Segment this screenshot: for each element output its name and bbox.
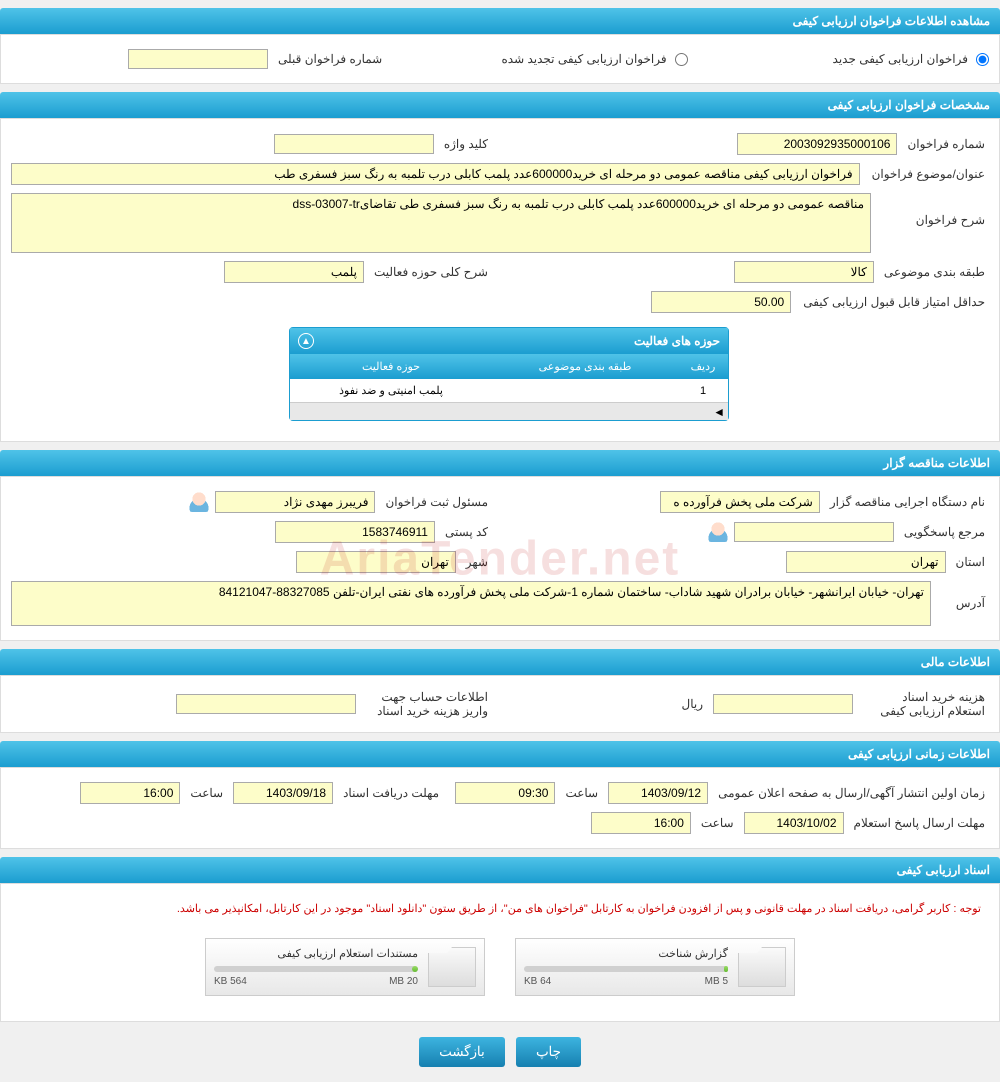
postal-label: کد پستی <box>441 525 492 539</box>
call-type-body: فراخوان ارزیابی کیفی جدید فراخوان ارزیاب… <box>0 34 1000 84</box>
receive-date: 1403/09/18 <box>233 782 333 804</box>
file-card-2[interactable]: مستندات استعلام ارزیابی کیفی 20 MB 564 K… <box>205 938 485 996</box>
collapse-icon[interactable]: ▲ <box>298 333 314 349</box>
activity-table: ردیف طبقه بندی موضوعی حوزه فعالیت 1 پلمب… <box>290 354 728 402</box>
file2-progress <box>214 966 418 972</box>
time-word-3: ساعت <box>697 816 738 830</box>
desc-value: مناقصه عمومی دو مرحله ای خرید600000عدد پ… <box>11 193 871 253</box>
section-header-docs: اسناد ارزیابی کیفی <box>0 857 1000 883</box>
user-icon <box>189 492 209 512</box>
desc-label: شرح فراخوان <box>879 193 989 227</box>
min-score-value: 50.00 <box>651 291 791 313</box>
title-value: فراخوان ارزیابی کیفی مناقصه عمومی دو مرح… <box>11 163 860 185</box>
scope-label: شرح کلی حوزه فعالیت <box>370 265 492 279</box>
col-category: طبقه بندی موضوعی <box>492 354 678 379</box>
keyword-label: کلید واژه <box>440 137 492 151</box>
title-label: عنوان/موضوع فراخوان <box>868 167 989 181</box>
radio-renewed-label: فراخوان ارزیابی کیفی تجدید شده <box>497 52 670 66</box>
file2-title: مستندات استعلام ارزیابی کیفی <box>214 947 418 960</box>
activity-panel-header: حوزه های فعالیت ▲ <box>290 328 728 354</box>
responder-value <box>734 522 894 542</box>
file1-progress <box>524 966 728 972</box>
publish-label: زمان اولین انتشار آگهی/ارسال به صفحه اعل… <box>714 786 989 800</box>
activity-panel-title: حوزه های فعالیت <box>634 334 720 348</box>
receive-time: 16:00 <box>80 782 180 804</box>
print-button[interactable]: چاپ <box>516 1037 581 1067</box>
time-word-2: ساعت <box>186 786 227 800</box>
activity-panel: حوزه های فعالیت ▲ ردیف طبقه بندی موضوعی … <box>289 327 729 421</box>
scroll-left-icon[interactable]: ◄ <box>713 405 725 419</box>
file-card-1[interactable]: گزارش شناخت 5 MB 64 KB <box>515 938 795 996</box>
file2-progress-fill <box>412 966 418 972</box>
col-row: ردیف <box>678 354 728 379</box>
address-label: آدرس <box>939 581 989 610</box>
docs-notice: توجه : کاربر گرامی، دریافت اسناد در مهلت… <box>11 894 989 923</box>
keyword-value <box>274 134 434 154</box>
cost-value <box>713 694 853 714</box>
call-number-label: شماره فراخوان <box>903 137 989 151</box>
organizer-body: AriaTender.net نام دستگاه اجرایی مناقصه … <box>0 476 1000 641</box>
user-icon <box>708 522 728 542</box>
section-header-timing: اطلاعات زمانی ارزیابی کیفی <box>0 741 1000 767</box>
file2-total: 20 MB <box>389 976 418 987</box>
cell-category <box>492 379 678 402</box>
time-word-1: ساعت <box>561 786 602 800</box>
radio-new-label: فراخوان ارزیابی کیفی جدید <box>829 52 972 66</box>
response-time: 16:00 <box>591 812 691 834</box>
prev-number-value <box>128 49 268 69</box>
folder-icon <box>738 947 786 987</box>
section-header-spec: مشخصات فراخوان ارزیابی کیفی <box>0 92 1000 118</box>
cell-idx: 1 <box>678 379 728 402</box>
receive-label: مهلت دریافت اسناد <box>339 786 443 800</box>
folder-icon <box>428 947 476 987</box>
radio-renewed-call[interactable]: فراخوان ارزیابی کیفی تجدید شده <box>497 52 687 66</box>
city-label: شهر <box>462 555 492 569</box>
response-date: 1403/10/02 <box>744 812 844 834</box>
radio-new-call[interactable]: فراخوان ارزیابی کیفی جدید <box>829 52 989 66</box>
publish-date: 1403/09/12 <box>608 782 708 804</box>
radio-renewed-input[interactable] <box>675 53 688 66</box>
file1-used: 64 KB <box>524 976 551 987</box>
registrar-value: فریبرز مهدی نژاد <box>215 491 375 513</box>
responder-label: مرجع پاسخگویی <box>900 525 989 539</box>
timing-body: زمان اولین انتشار آگهی/ارسال به صفحه اعل… <box>0 767 1000 849</box>
file1-total: 5 MB <box>705 976 728 987</box>
scope-value: پلمب <box>224 261 364 283</box>
postal-value: 1583746911 <box>275 521 435 543</box>
currency-label: ریال <box>677 697 707 711</box>
cell-area: پلمب امنیتی و ضد نفوذ <box>290 379 492 402</box>
spec-body: شماره فراخوان 2003092935000106 کلید واژه… <box>0 118 1000 442</box>
account-value <box>176 694 356 714</box>
docs-body: توجه : کاربر گرامی، دریافت اسناد در مهلت… <box>0 883 1000 1022</box>
publish-time: 09:30 <box>455 782 555 804</box>
section-header-financial: اطلاعات مالی <box>0 649 1000 675</box>
category-label: طبقه بندی موضوعی <box>880 265 989 279</box>
org-name-value: شرکت ملی پخش فرآورده ه <box>660 491 820 513</box>
section-header-organizer: اطلاعات مناقصه گزار <box>0 450 1000 476</box>
back-button[interactable]: بازگشت <box>419 1037 505 1067</box>
account-label: اطلاعات حساب جهت واریز هزینه خرید اسناد <box>362 690 492 718</box>
file1-progress-fill <box>724 966 728 972</box>
cost-label: هزینه خرید اسناد استعلام ارزیابی کیفی <box>859 690 989 718</box>
org-name-label: نام دستگاه اجرایی مناقصه گزار <box>826 495 989 509</box>
financial-body: هزینه خرید اسناد استعلام ارزیابی کیفی ری… <box>0 675 1000 733</box>
registrar-label: مسئول ثبت فراخوان <box>381 495 492 509</box>
response-label: مهلت ارسال پاسخ استعلام <box>850 816 989 830</box>
file1-title: گزارش شناخت <box>524 947 728 960</box>
table-scrollbar[interactable]: ◄ <box>290 402 728 420</box>
buttons-row: چاپ بازگشت <box>0 1022 1000 1082</box>
province-value: تهران <box>786 551 946 573</box>
file2-used: 564 KB <box>214 976 247 987</box>
city-value: تهران <box>296 551 456 573</box>
table-row: 1 پلمب امنیتی و ضد نفوذ <box>290 379 728 402</box>
address-value: تهران- خیابان ایرانشهر- خیابان برادران ش… <box>11 581 931 626</box>
province-label: استان <box>952 555 989 569</box>
call-number-value: 2003092935000106 <box>737 133 897 155</box>
min-score-label: حداقل امتیاز قابل قبول ارزیابی کیفی <box>799 295 989 309</box>
section-header-main: مشاهده اطلاعات فراخوان ارزیابی کیفی <box>0 8 1000 34</box>
col-area: حوزه فعالیت <box>290 354 492 379</box>
prev-number-label: شماره فراخوان قبلی <box>274 52 386 66</box>
radio-new-input[interactable] <box>976 53 989 66</box>
category-value: کالا <box>734 261 874 283</box>
